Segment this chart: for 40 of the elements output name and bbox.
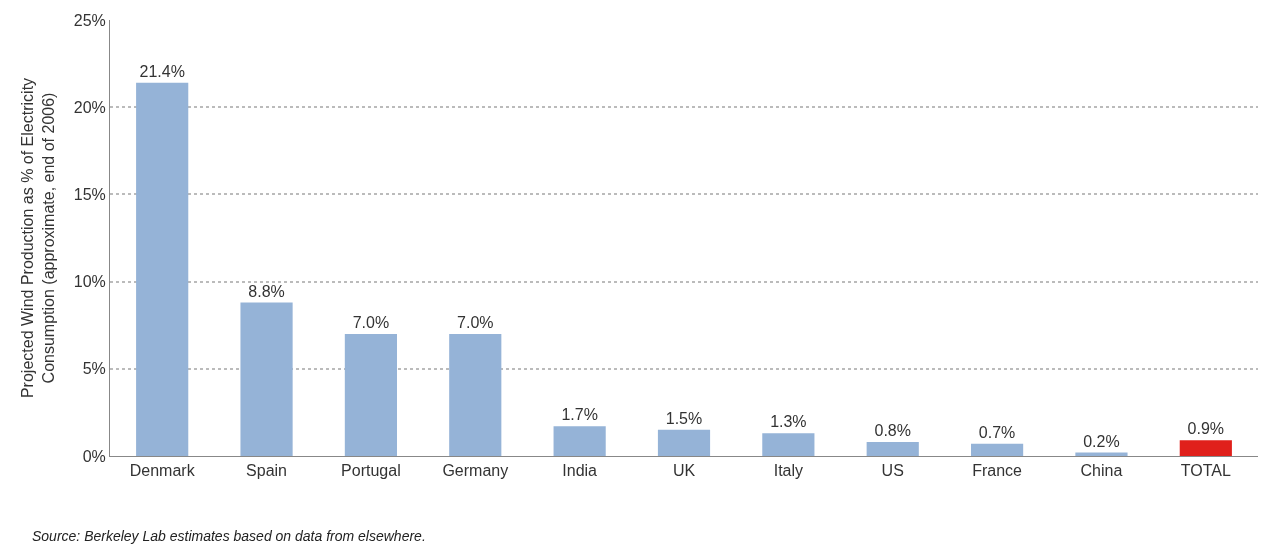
data-label: 21.4% [139,62,185,80]
source-note: Source: Berkeley Lab estimates based on data from elsewhere. [32,528,426,544]
y-tick-label: 0% [82,447,106,465]
data-label: 0.7% [978,423,1016,441]
y-tick-label: 20% [73,98,106,116]
y-tick-label: 10% [73,273,106,291]
bar [344,333,397,456]
bar [449,333,502,456]
x-tick-label: UK [672,462,696,480]
x-tick-label: France [972,462,1023,480]
x-tick-label: Spain [246,462,288,480]
x-tick-label: Denmark [129,462,196,480]
data-label: 7.0% [457,313,494,331]
bar [971,443,1024,456]
data-label: 1.3% [770,413,807,431]
x-tick-label: Germany [442,462,509,480]
data-label: 0.2% [1083,432,1120,450]
x-tick-label: Italy [773,462,804,480]
bar [866,442,919,456]
y-tick-label: 5% [82,360,106,378]
bar [240,302,293,456]
y-tick-label: 25% [73,11,106,29]
bar [553,426,606,456]
x-tick-label: US [881,462,904,480]
x-tick-label: India [562,462,598,480]
bar [1179,440,1232,456]
bar [657,429,711,456]
data-label: 1.7% [561,406,598,424]
x-tick-label: China [1080,462,1123,480]
data-label: 7.0% [352,313,390,331]
bar [136,82,189,456]
data-label: 8.8% [248,282,285,300]
x-tick-label: Portugal [341,462,401,480]
data-label: 0.9% [1187,420,1225,438]
y-axis-title: Projected Wind Production as % of Electricity Consumption (approximate, end of 2006) [18,77,57,399]
y-tick-label: 15% [73,186,106,203]
bar [762,433,815,456]
data-label: 0.8% [874,422,911,440]
x-tick-label: TOTAL [1180,462,1231,480]
data-label: 1.5% [665,409,703,427]
